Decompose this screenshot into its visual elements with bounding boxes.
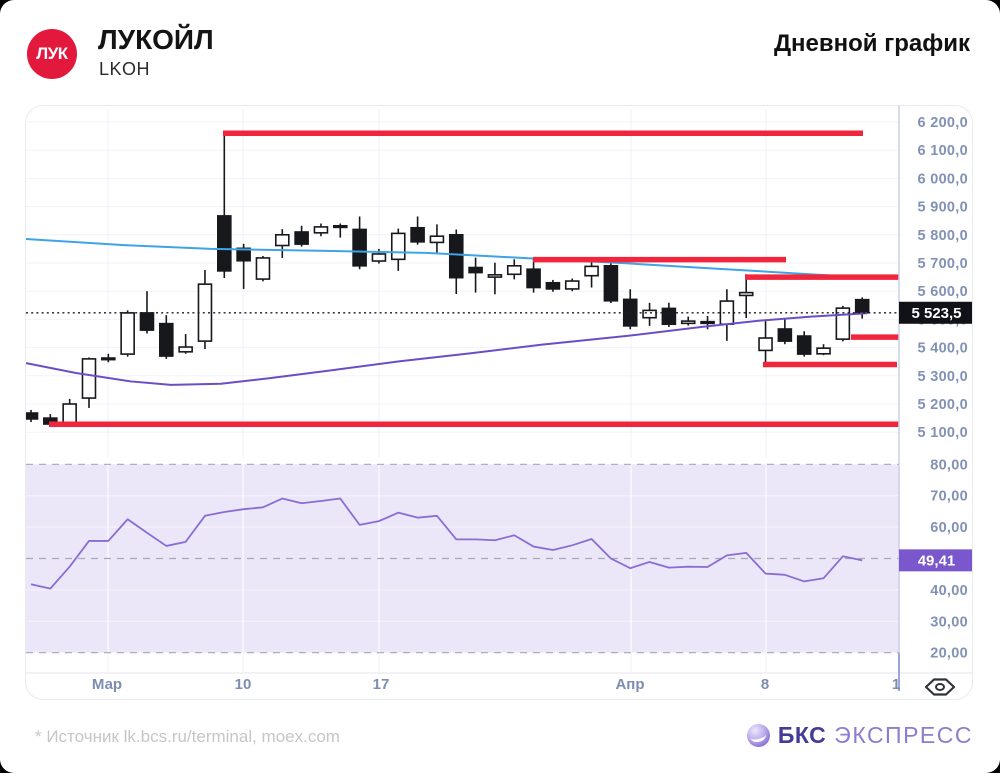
- svg-text:6 000,0: 6 000,0: [918, 171, 968, 187]
- brand-name-light: ЭКСПРЕСС: [834, 722, 973, 748]
- ma-slow-line: [26, 312, 868, 386]
- candle: [332, 224, 348, 229]
- bks-express-logo: БКС ЭКСПРЕСС: [746, 722, 973, 749]
- svg-text:5 800,0: 5 800,0: [918, 228, 968, 244]
- candle: [139, 312, 155, 331]
- price-axis-labels: 6 200,0 6 100,0 6 000,0 5 900,0 5 800,0 5 700…: [918, 115, 968, 441]
- candle: [274, 234, 290, 247]
- rsi-line: [30, 497, 863, 590]
- candle: [255, 257, 271, 280]
- candle: [390, 232, 406, 261]
- svg-text:8: 8: [761, 676, 769, 693]
- candle: [26, 412, 39, 420]
- x-axis-labels: Мар 10 17 Апр 8 1: [92, 676, 900, 693]
- source-note: * Источник lk.bcs.ru/terminal, moex.com: [35, 727, 340, 746]
- svg-text:30,00: 30,00: [930, 614, 968, 630]
- svg-text:5 100,0: 5 100,0: [918, 425, 968, 441]
- candle: [217, 215, 232, 272]
- candle: [178, 346, 193, 353]
- svg-text:5 900,0: 5 900,0: [918, 200, 968, 216]
- candle: [236, 247, 251, 262]
- ma-fast-line: [26, 238, 868, 279]
- candle: [758, 337, 773, 352]
- candle: [506, 265, 522, 276]
- lukoil-logo-text: ЛУК: [36, 44, 68, 63]
- candle: [313, 226, 329, 234]
- rsi-value-badge: 49,41: [899, 549, 972, 572]
- svg-text:6 100,0: 6 100,0: [918, 143, 968, 159]
- candle: [159, 322, 174, 357]
- eye-icon[interactable]: [924, 678, 956, 696]
- svg-text:20,00: 20,00: [930, 646, 968, 662]
- svg-text:49,41: 49,41: [918, 552, 956, 569]
- candle: [526, 268, 541, 289]
- candle: [545, 281, 561, 290]
- candle: [564, 280, 580, 290]
- candle: [410, 226, 425, 243]
- svg-text:5 400,0: 5 400,0: [918, 341, 968, 357]
- candle: [371, 253, 387, 262]
- candle: [719, 300, 735, 325]
- svg-text:5 200,0: 5 200,0: [918, 397, 968, 413]
- price-rsi-chart[interactable]: 6 200,0 6 100,0 6 000,0 5 900,0 5 800,0 5 700…: [26, 106, 973, 700]
- chart-card: 6 200,0 6 100,0 6 000,0 5 900,0 5 800,0 5 700…: [25, 105, 973, 700]
- candle: [294, 231, 309, 245]
- candle: [603, 265, 619, 302]
- ticker-label: LKOH: [99, 59, 151, 79]
- candle: [661, 307, 677, 325]
- svg-text:5 523,5: 5 523,5: [911, 305, 961, 322]
- svg-text:17: 17: [373, 676, 390, 693]
- candle: [642, 309, 657, 319]
- candle: [468, 266, 483, 274]
- brand-name-bold: БКС: [777, 722, 827, 748]
- rsi-dashed-levels: [26, 463, 899, 654]
- candles-layer: [26, 132, 870, 426]
- svg-text:1: 1: [892, 676, 900, 693]
- candle: [796, 335, 812, 355]
- candle: [777, 328, 793, 342]
- svg-text:6 200,0: 6 200,0: [918, 115, 968, 131]
- candle: [854, 298, 870, 314]
- svg-text:40,00: 40,00: [930, 583, 968, 599]
- candle: [101, 357, 116, 361]
- rsi-minor-gridlines: [26, 495, 899, 622]
- svg-text:80,00: 80,00: [930, 457, 968, 473]
- candle: [835, 307, 851, 340]
- svg-text:10: 10: [235, 676, 252, 693]
- candle: [429, 235, 445, 244]
- candle: [81, 358, 97, 399]
- chart-type-label: Дневной график: [773, 30, 970, 57]
- candle: [584, 265, 599, 277]
- bks-sphere-icon: [746, 724, 770, 747]
- svg-text:70,00: 70,00: [930, 489, 968, 505]
- candle: [487, 274, 503, 278]
- candle: [62, 403, 77, 425]
- svg-text:Мар: Мар: [92, 676, 122, 693]
- page-title: ЛУКОЙЛ: [98, 24, 214, 55]
- rsi-axis-labels: 80,00 70,00 60,00 40,00 30,00 20,00: [930, 457, 968, 662]
- svg-text:5 700,0: 5 700,0: [918, 256, 968, 272]
- svg-text:5 300,0: 5 300,0: [918, 369, 968, 385]
- svg-text:60,00: 60,00: [930, 520, 968, 536]
- candle: [738, 291, 754, 297]
- lukoil-logo: ЛУК: [27, 29, 77, 79]
- candle: [816, 347, 831, 355]
- last-price-badge: 5 523,5: [899, 301, 972, 324]
- candle: [700, 320, 715, 325]
- svg-text:Апр: Апр: [615, 676, 644, 693]
- candle: [448, 234, 464, 279]
- candle: [120, 312, 135, 355]
- price-levels: [49, 130, 899, 428]
- candle: [352, 228, 367, 267]
- svg-text:5 600,0: 5 600,0: [918, 284, 968, 300]
- candle: [680, 320, 696, 325]
